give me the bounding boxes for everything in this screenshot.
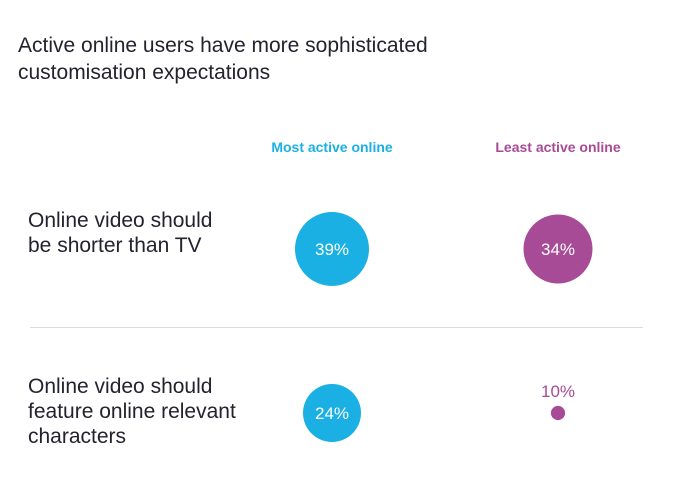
bubble-least-row-2 [550, 405, 566, 421]
data-label-least-row-2: 10% [541, 382, 575, 401]
row-divider [30, 327, 643, 328]
category-label-shorter-than-tv: Online video should be shorter than TV [28, 209, 213, 257]
bubble-most-row-1 [295, 212, 369, 286]
category-label-relevant-characters: Online video should feature online relev… [28, 375, 236, 448]
chart-title: Active online users have more sophistica… [18, 34, 428, 84]
data-label-most-row-2: 24% [315, 404, 349, 423]
legend-least-active: Least active online [495, 139, 621, 155]
data-label-least-row-1: 34% [541, 240, 575, 259]
bubble-most-row-2 [303, 384, 361, 442]
bubble-least-row-1 [523, 214, 593, 284]
data-label-most-row-1: 39% [315, 240, 349, 259]
legend-most-active: Most active online [271, 139, 393, 155]
